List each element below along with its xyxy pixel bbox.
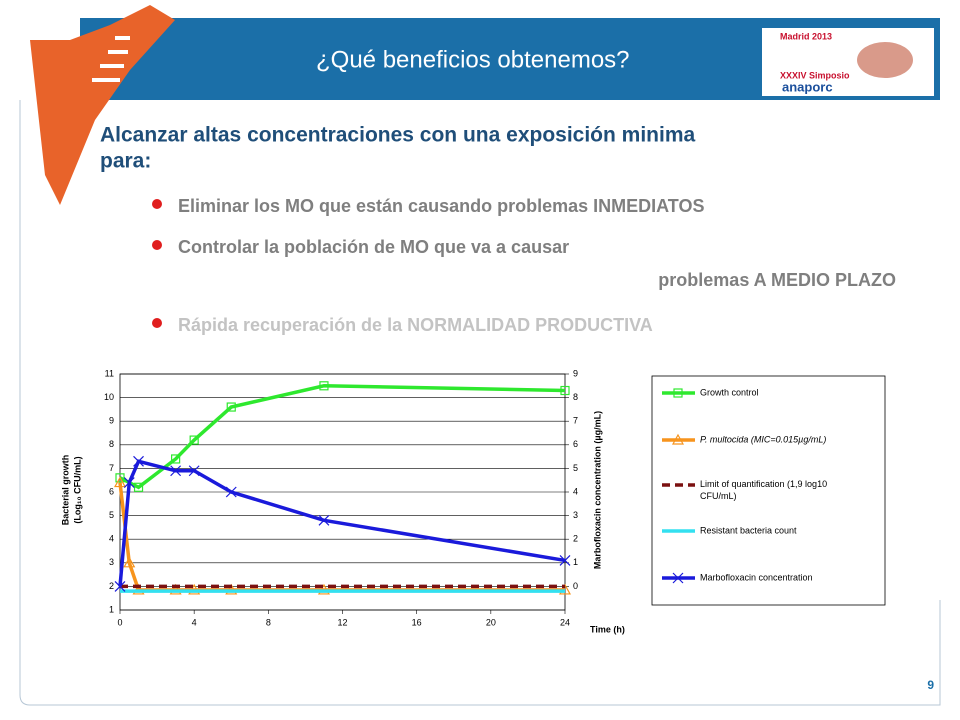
y-tick-label: 8 bbox=[109, 439, 114, 449]
bullet-dot bbox=[152, 318, 162, 328]
y2-tick-label: 6 bbox=[573, 439, 578, 449]
x-tick-label: 20 bbox=[486, 617, 496, 627]
data-point bbox=[189, 435, 199, 445]
series-line bbox=[118, 459, 566, 587]
logo-marks bbox=[92, 36, 130, 82]
x-tick-label: 4 bbox=[192, 617, 197, 627]
y2-tick-label: 1 bbox=[573, 557, 578, 567]
y-tick-label: 9 bbox=[109, 416, 114, 426]
data-point bbox=[560, 385, 570, 396]
slide-title: ¿Qué beneficios obtenemos? bbox=[316, 46, 630, 73]
data-point bbox=[319, 381, 329, 391]
legend-marker bbox=[673, 388, 683, 398]
bullet-dot bbox=[152, 240, 162, 250]
logo-pig bbox=[857, 42, 913, 78]
data-point bbox=[113, 476, 127, 488]
logo-text: XXXIV Simposio bbox=[780, 70, 850, 80]
x-tick-label: 16 bbox=[412, 617, 422, 627]
bullet: Eliminar los MO que están causando probl… bbox=[178, 196, 704, 216]
y-axis-label: (Log₁₀ CFU/mL) bbox=[72, 456, 82, 523]
data-point bbox=[318, 514, 330, 526]
y2-tick-label: 3 bbox=[573, 510, 578, 520]
legend-marker bbox=[672, 572, 684, 584]
legend-label: Resistant bacteria count bbox=[700, 525, 797, 535]
legend-box bbox=[651, 375, 886, 606]
x-tick-label: 24 bbox=[560, 617, 570, 627]
y2-tick-label: 9 bbox=[573, 368, 578, 378]
bullet: Rápida recuperación de la NORMALIDAD PRO… bbox=[178, 315, 653, 335]
legend-label: Marbofloxacin concentration bbox=[700, 572, 813, 582]
logo-shape bbox=[30, 5, 175, 205]
y2-tick-label: 7 bbox=[573, 416, 578, 426]
y-tick-label: 6 bbox=[109, 486, 114, 496]
legend-marker bbox=[671, 433, 685, 445]
data-point bbox=[123, 556, 136, 568]
frame bbox=[19, 100, 941, 706]
y2-tick-label: 0 bbox=[573, 581, 578, 591]
data-point bbox=[225, 486, 237, 498]
bullet-dot bbox=[152, 199, 162, 209]
y2-tick-label: 2 bbox=[573, 534, 578, 544]
y-tick-label: 11 bbox=[105, 368, 114, 378]
legend-label: Growth control bbox=[700, 387, 759, 397]
y2-axis-label: Marbofloxacin concentration (µg/mL) bbox=[592, 411, 602, 569]
data-point bbox=[559, 555, 571, 566]
data-point bbox=[114, 580, 126, 592]
legend-label: Limit of quantification (1,9 log10 CFU/mL… bbox=[700, 479, 827, 501]
y2-tick-label: 4 bbox=[573, 486, 578, 496]
page-number: 9 bbox=[927, 678, 934, 692]
logo-text: Madrid 2013 bbox=[780, 31, 832, 41]
legend-label: P. multocida (MIC=0.015µg/mL) bbox=[700, 434, 826, 444]
y-tick-label: 10 bbox=[104, 392, 114, 402]
bullet: problemas A MEDIO PLAZO bbox=[658, 270, 896, 290]
series-line bbox=[119, 384, 566, 490]
data-point bbox=[188, 465, 200, 477]
y-tick-label: 5 bbox=[109, 510, 114, 520]
y-tick-label: 2 bbox=[109, 581, 114, 591]
heading: Alcanzar altas concentraciones con una e… bbox=[100, 124, 696, 147]
bullet: Controlar la población de MO que va a ca… bbox=[178, 237, 569, 257]
series-line bbox=[118, 482, 565, 592]
y-tick-label: 4 bbox=[109, 534, 114, 544]
data-point bbox=[133, 455, 144, 467]
y-axis-label: Bacterial growth bbox=[60, 455, 70, 526]
data-point bbox=[171, 454, 181, 464]
heading: para: bbox=[100, 150, 151, 173]
x-tick-label: 8 bbox=[266, 617, 271, 627]
data-point bbox=[170, 465, 182, 477]
y-tick-label: 7 bbox=[109, 463, 114, 473]
y-tick-label: 1 bbox=[109, 604, 114, 614]
data-point bbox=[123, 477, 135, 488]
y2-tick-label: 8 bbox=[573, 392, 578, 402]
logo-text: anaporc bbox=[782, 79, 833, 94]
y-tick-label: 3 bbox=[109, 557, 114, 567]
y2-tick-label: 5 bbox=[573, 463, 578, 473]
x-tick-label: 0 bbox=[117, 617, 122, 627]
x-tick-label: 12 bbox=[337, 617, 347, 627]
data-point bbox=[226, 402, 236, 412]
x-axis-label: Time (h) bbox=[590, 624, 625, 634]
